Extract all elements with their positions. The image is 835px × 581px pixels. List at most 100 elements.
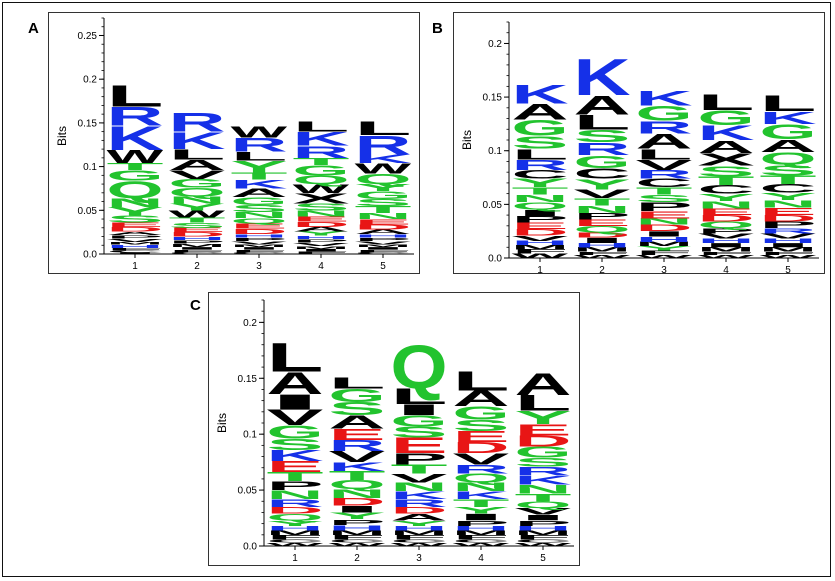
logo-letter-q: Q (292, 173, 349, 187)
logo-letter-f: F (511, 248, 568, 255)
logo-letter-s: S (168, 221, 225, 229)
logo-letter-i: I (168, 246, 225, 250)
logo-letter-k: K (328, 460, 385, 474)
logo-letter-s: S (390, 424, 447, 441)
logo-letter-t: T (292, 156, 349, 167)
logo-letter-r: R (292, 143, 349, 162)
logo-letter-f: F (354, 249, 411, 253)
logo-letter-h: H (452, 525, 509, 532)
x-tick-label: 4 (478, 553, 484, 564)
y-tick-label: 0.05 (483, 200, 503, 211)
logo-letter-y: Y (452, 505, 509, 515)
logo-letter-l: L (390, 385, 447, 409)
logo-letter-y: Y (635, 245, 692, 252)
x-tick-label: 1 (292, 553, 298, 564)
logo-letter-e: E (452, 428, 509, 445)
logo-letter-p: P (511, 215, 568, 225)
logo-letter-t: T (759, 173, 816, 186)
logo-letter-n: N (514, 482, 571, 496)
logo-letter-r: R (168, 108, 225, 137)
logo-letter-m: M (230, 244, 287, 248)
logo-letter-n: N (168, 195, 225, 206)
y-tick-label: 0.1 (243, 430, 257, 441)
logo-letter-m: M (354, 244, 411, 248)
logo-letter-q: Q (266, 512, 323, 522)
logo-letter-p: P (168, 239, 225, 244)
logo-letter-v: V (514, 506, 571, 516)
logo-letter-w: W (354, 161, 412, 177)
logo-letter-l: L (635, 146, 692, 163)
logo-letter-n: N (390, 480, 447, 494)
x-tick-label: 1 (132, 261, 138, 272)
y-tick-label: 0.0 (488, 254, 502, 265)
logo-letter-i: I (452, 512, 509, 522)
logo-letter-p: P (292, 238, 349, 243)
logo-letter-l: L (759, 91, 816, 116)
logo-letter-w: W (390, 542, 448, 547)
logo-letter-d: D (230, 227, 287, 235)
logo-letter-y: Y (328, 511, 385, 521)
logo-letter-l: L (106, 79, 163, 113)
logo-letter-n: N (354, 211, 411, 221)
logo-letter-e: E (697, 207, 754, 217)
panel-b-box (453, 12, 825, 274)
logo-letter-m: M (328, 529, 385, 536)
logo-letter-r: R (635, 168, 692, 181)
x-tick-label: 2 (599, 265, 605, 276)
logo-letter-r: R (759, 227, 816, 235)
logo-letter-e: E (266, 458, 323, 475)
y-tick-label: 0.15 (483, 93, 503, 104)
logo-letter-c: C (266, 538, 323, 543)
logo-letter-w: W (759, 254, 817, 259)
logo-letter-s: S (292, 202, 349, 213)
logo-letter-r: R (635, 118, 692, 138)
logo-letter-p: P (106, 234, 163, 239)
logo-letter-i: I (573, 236, 630, 244)
y-axis-label: Bits (460, 130, 474, 150)
logo-letter-v: V (230, 240, 287, 245)
logo-letter-e: E (230, 222, 287, 230)
logo-letter-f: F (328, 534, 385, 541)
logo-letter-g: G (635, 102, 692, 125)
logo-letter-y: Y (106, 205, 163, 219)
logo-letter-i: I (328, 504, 385, 514)
logo-letter-r: R (328, 437, 385, 454)
logo-letter-m: M (697, 246, 754, 253)
logo-letter-v: V (266, 406, 324, 430)
logo-letter-a: A (573, 91, 630, 121)
logo-letter-q: Q (452, 471, 509, 485)
logo-letter-l: L (230, 150, 287, 163)
logo-letter-c: C (511, 168, 568, 181)
logo-letter-i: I (759, 242, 816, 249)
logo-letter-l: L (266, 336, 323, 381)
logo-letter-e: E (759, 206, 816, 218)
logo-letter-r: R (511, 157, 568, 174)
logo-letter-y: Y (511, 176, 568, 189)
logo-letter-y: Y (514, 408, 571, 429)
logo-letter-g: G (292, 162, 349, 178)
logo-letter-n: N (328, 487, 385, 501)
logo-letter-k: K (106, 119, 163, 157)
logo-letter-d: D (635, 223, 692, 233)
logo-letter-e: E (514, 421, 571, 438)
x-tick-label: 4 (318, 261, 324, 272)
logo-letter-i: I (390, 401, 447, 418)
logo-letter-a: A (697, 137, 754, 157)
logo-letter-l: L (697, 90, 754, 115)
logo-letter-w: W (230, 124, 287, 142)
logo-letter-s: S (697, 163, 754, 180)
logo-letter-r: R (390, 497, 447, 509)
logo-letter-i: I (230, 246, 287, 250)
logo-letter-n: N (292, 209, 349, 219)
logo-letter-f: F (759, 251, 816, 256)
logo-letter-n: N (230, 210, 287, 220)
logo-letter-e: E (511, 221, 568, 231)
y-tick-label: 0.2 (83, 75, 97, 86)
x-tick-label: 4 (723, 265, 729, 276)
logo-letter-s: S (328, 399, 385, 420)
logo-letter-r: R (230, 135, 287, 157)
logo-letter-s: S (511, 133, 568, 153)
logo-letter-t: T (697, 174, 754, 187)
logo-letter-n: N (759, 198, 816, 210)
logo-letter-y: Y (759, 191, 816, 203)
